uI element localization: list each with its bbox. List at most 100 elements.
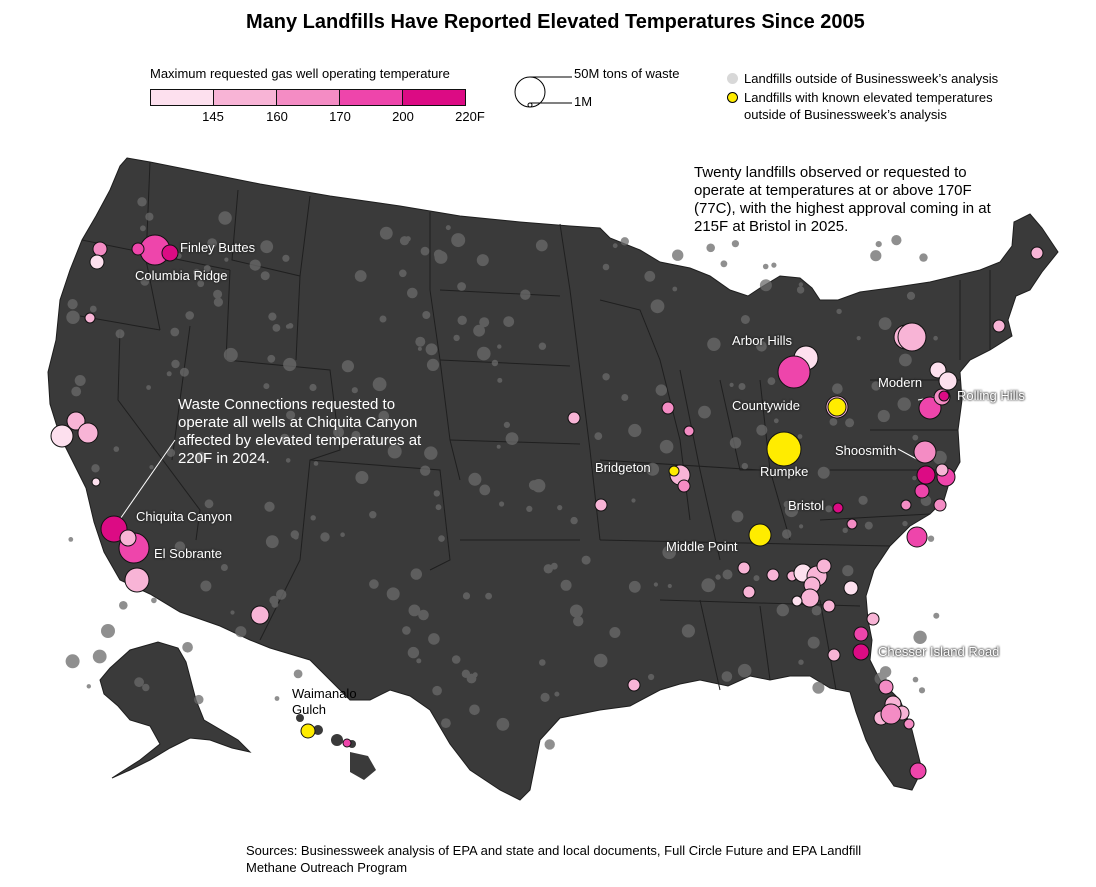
gray-landfill-dot [67,299,78,310]
gray-landfill-dot [594,432,603,440]
gray-landfill-dot [462,592,471,600]
gray-landfill-dot [927,535,935,542]
gray-landfill-dot [845,418,855,428]
gray-landfill-dot [650,299,665,314]
gray-landfill-dot [573,616,584,627]
gray-landfill-dot [919,253,928,262]
gray-landfill-dot [351,430,361,440]
gray-landfill-dot [721,671,733,682]
gray-landfill-dot [249,259,261,271]
landfill-circle [913,440,937,464]
gray-landfill-dot [912,434,919,441]
gray-landfill-dot [477,346,491,361]
waimanalo-gulch-circle [300,723,316,739]
gray-landfill-dot [797,434,803,439]
gray-landfill-dot [782,529,792,539]
gray-landfill-dot [538,342,547,350]
gray-landfill-dot [86,684,92,689]
landfill-circle [567,411,581,425]
landfill-circle [742,585,756,599]
gray-landfill-dot [485,592,492,600]
gray-landfill-dot [341,360,354,373]
gray-landfill-dot [891,235,902,246]
gray-landfill-dot [740,315,750,324]
gray-landfill-dot [720,260,728,268]
gray-landfill-dot [912,676,919,683]
gray-landfill-dot [355,471,369,484]
gray-landfill-dot [340,532,345,537]
gray-landfill-dot [620,237,629,246]
bridgeton-circle [668,465,680,477]
gray-landfill-dot [418,609,429,621]
gray-landfill-dot [796,286,805,294]
gray-landfill-dot [200,580,212,592]
landfill-circle [816,558,832,574]
landfill-circle [933,498,947,512]
gray-landfill-dot [151,597,157,604]
gray-landfill-dot [171,359,180,369]
landfill-circle [906,526,928,548]
gray-landfill-dot [532,479,546,493]
gray-landfill-dot [451,233,466,248]
gray-landfill-dot [644,270,656,282]
gray-landfill-dot [415,336,426,347]
twenty-landfills-note: Twenty landfills observed or requested t… [694,164,991,235]
gray-landfill-dot [91,464,100,473]
gray-landfill-dot [646,462,660,476]
gray-landfill-dot [609,627,621,638]
gray-landfill-dot [472,672,478,678]
gray-landfill-dot [829,418,838,426]
landfill-circle [1030,246,1044,260]
gray-landfill-dot [230,610,235,615]
landfill-circle [992,319,1006,333]
gray-landfill-dot [497,344,502,349]
gray-landfill-dot [731,240,740,248]
middle-point-circle [748,523,772,547]
label-chesser-island-road: Chesser Island Road [878,644,1000,659]
gray-landfill-dot [655,384,667,396]
gray-landfill-dot [520,289,531,300]
gray-landfill-dot [628,580,641,593]
landfill-circle [661,401,675,415]
gray-landfill-dot [218,211,232,225]
gray-landfill-dot [166,371,172,377]
gray-landfill-dot [535,239,548,252]
gray-landfill-dot [621,394,629,401]
gray-landfill-dot [913,630,927,644]
gray-landfill-dot [351,387,358,394]
gray-landfill-dot [92,649,107,664]
gray-landfill-dot [540,692,550,703]
gray-landfill-dot [399,269,407,278]
gray-landfill-dot [543,564,553,574]
gray-landfill-dot [433,249,444,260]
legend-yellow-text: Landfills with known elevated temperatur… [744,90,993,122]
gray-landfill-dot [476,254,489,267]
gray-landfill-dot [264,501,275,512]
gray-landfill-dot [451,655,461,664]
gray-landfill-dot [282,254,290,262]
gray-landfill-dot [756,424,768,436]
gray-landfill-dot [182,642,193,653]
gray-landfill-dot [701,578,716,593]
gray-landfill-dot [166,448,176,457]
gray-landfill-dot [113,446,120,452]
gray-landfill-dot [235,626,247,638]
gray-landfill-dot [224,257,229,262]
gray-landfill-dot [468,472,482,486]
gray-landfill-dot [729,382,734,387]
gray-landfill-dot [499,501,505,507]
gray-landfill-dot [387,444,402,459]
gray-landfill-dot [762,263,769,270]
yellow-dot-icon [727,92,738,103]
landfill-circle [50,424,74,448]
gray-landfill-dot [420,246,430,256]
label-columbia-ridge: Columbia Ridge [135,268,228,283]
gray-landfill-dot [798,282,804,287]
legend-yellow-row: Landfills with known elevated temperatur… [724,89,1034,123]
gray-landfill-dot [526,505,533,512]
gray-landfill-dot [662,545,676,560]
gray-landfill-dot [174,541,186,552]
gray-landfill-dot [426,358,440,371]
landfill-circle [131,242,145,256]
landfill-circle [938,371,958,391]
